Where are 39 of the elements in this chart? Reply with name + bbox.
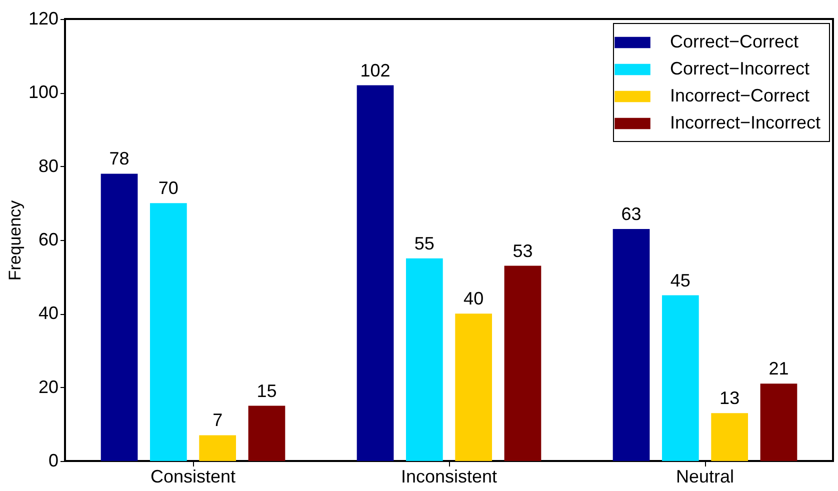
x-tick-label: Consistent	[150, 466, 236, 486]
bar	[760, 384, 798, 461]
y-tick-label: 80	[38, 156, 58, 176]
legend-label: Correct−Correct	[670, 32, 799, 52]
y-axis-title: Frequency	[5, 200, 24, 281]
data-label: 7	[212, 410, 223, 430]
data-label: 53	[512, 240, 533, 261]
bar	[662, 295, 699, 461]
data-label: 21	[768, 358, 789, 379]
data-label: 45	[670, 270, 690, 290]
legend-label: Correct−Incorrect	[670, 58, 810, 78]
data-label: 40	[464, 288, 484, 309]
bar	[150, 203, 187, 461]
bar	[406, 258, 443, 461]
data-label: 78	[109, 148, 130, 169]
data-label: 13	[720, 388, 740, 408]
y-tick-label: 0	[48, 450, 58, 470]
x-tick-label: Inconsistent	[400, 466, 498, 486]
data-label: 15	[256, 380, 277, 401]
data-label: 63	[621, 204, 642, 224]
x-tick-label: Neutral	[676, 466, 734, 486]
legend-label: Incorrect−Incorrect	[670, 112, 821, 132]
data-label: 70	[158, 178, 178, 198]
bar	[711, 413, 748, 461]
data-label: 102	[360, 60, 390, 80]
y-tick-label: 120	[28, 8, 58, 28]
data-label: 55	[414, 233, 434, 254]
bar	[356, 85, 394, 461]
bar	[199, 435, 236, 461]
y-tick-label: 100	[28, 82, 58, 102]
legend-label: Incorrect−Correct	[670, 86, 810, 106]
y-tick-label: 40	[38, 303, 58, 324]
bar	[612, 228, 650, 461]
bar	[504, 266, 542, 461]
y-tick-label: 20	[38, 376, 58, 397]
bar	[455, 314, 492, 461]
bar	[100, 174, 138, 461]
bar	[248, 406, 286, 461]
y-tick-label: 60	[38, 230, 58, 250]
